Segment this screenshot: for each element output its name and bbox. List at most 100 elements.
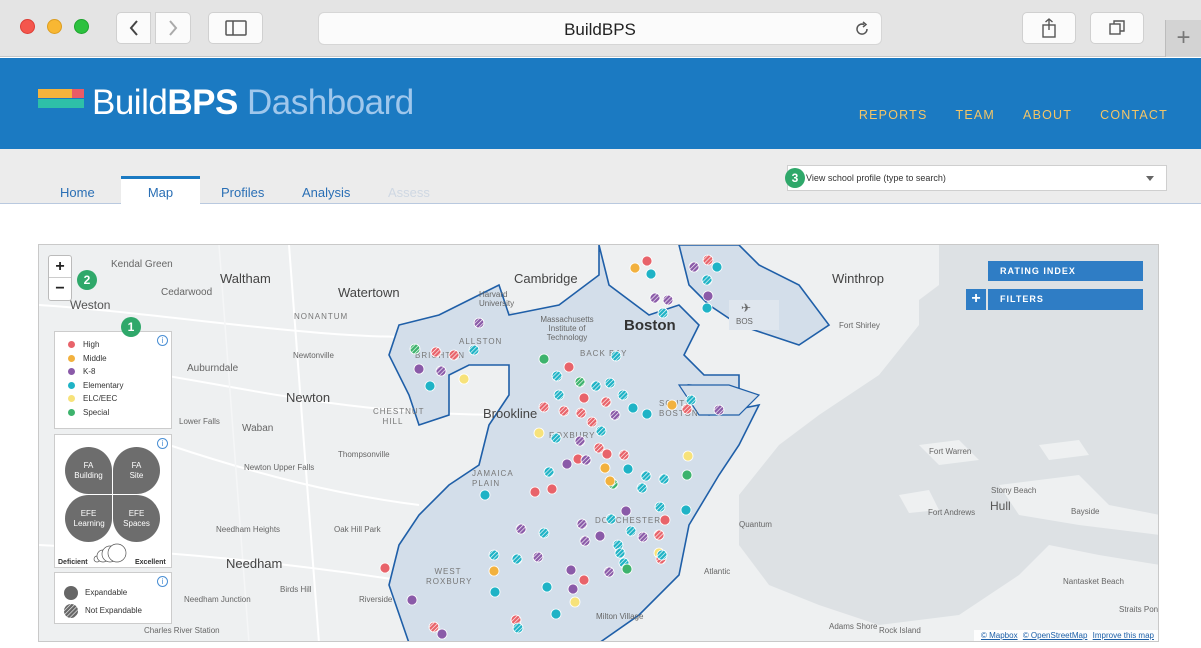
filters-label[interactable]: FILTERS [988, 289, 1143, 310]
site-logo[interactable]: BuildBPS Dashboard [92, 83, 414, 123]
reload-icon[interactable] [853, 20, 871, 38]
legend-expandability: i Expandable Not Expandable [54, 572, 172, 624]
legend-item-elementary[interactable]: Elementary [55, 379, 171, 393]
tab-map[interactable]: Map [121, 176, 200, 205]
address-bar[interactable]: BuildBPS [318, 12, 882, 45]
legend-rating-petals: i FA Building FA Site EFE Learning EFE S… [54, 434, 172, 568]
minimize-window-button[interactable] [47, 19, 62, 34]
tab-assess[interactable]: Assess [388, 185, 430, 200]
label-fort-warren: Fort Warren [929, 447, 972, 456]
label-bayside: Bayside [1071, 507, 1100, 516]
step-2-badge: 2 [77, 270, 97, 290]
label-atlantic: Atlantic [704, 567, 731, 576]
label-hull: Hull [990, 499, 1011, 513]
label-newtonville: Newtonville [293, 351, 334, 360]
legend-school-levels: i High Middle K-8 Elementary ELC/EEC Spe… [54, 331, 172, 429]
site-header: BuildBPS Dashboard REPORTS TEAM ABOUT CO… [0, 58, 1201, 149]
logo-word-bps: BPS [167, 83, 238, 122]
tabs-icon [1109, 20, 1125, 35]
scale-excellent-label: Excellent [135, 559, 166, 566]
chevron-down-icon [1146, 176, 1154, 181]
zoom-in-button[interactable]: + [49, 256, 71, 278]
mapbox-link[interactable]: © Mapbox [981, 631, 1018, 640]
airport-icon: ✈ [741, 301, 752, 315]
plus-icon[interactable]: + [966, 289, 986, 310]
label-straits: Straits Pond [1119, 605, 1159, 614]
label-quantum: Quantum [739, 520, 772, 529]
tab-home[interactable]: Home [60, 185, 95, 200]
label-needham-heights: Needham Heights [216, 525, 281, 534]
label-bos: BOS [736, 317, 753, 326]
label-boston: Boston [624, 317, 676, 334]
label-dorchester: DORCHESTER [595, 516, 662, 525]
info-icon[interactable]: i [157, 438, 168, 449]
legend-dot [68, 354, 75, 362]
label-nantasket-beach: Nantasket Beach [1063, 577, 1124, 586]
chevron-right-icon [169, 20, 178, 36]
nav-about[interactable]: ABOUT [1023, 108, 1073, 122]
not-expandable-swatch [64, 604, 78, 618]
petal-efe-learning: EFE Learning [65, 495, 112, 542]
forward-button[interactable] [155, 12, 191, 44]
petal-fa-site: FA Site [113, 447, 160, 494]
expandable-swatch [64, 586, 78, 600]
label-fort-andrews: Fort Andrews [928, 508, 976, 517]
logo-word-dashboard: Dashboard [247, 83, 414, 122]
legend-item-high[interactable]: High [55, 338, 171, 352]
new-tab-button[interactable]: + [1165, 20, 1201, 57]
maximize-window-button[interactable] [74, 19, 89, 34]
label-waban: Waban [242, 423, 274, 434]
tab-profiles[interactable]: Profiles [221, 185, 265, 200]
chevron-left-icon [129, 20, 138, 36]
info-icon[interactable]: i [157, 576, 168, 587]
label-cambridge: Cambridge [514, 271, 578, 286]
legend-item-elc-eec[interactable]: ELC/EEC [55, 392, 171, 406]
tab-map-label: Map [147, 185, 174, 200]
school-profile-select[interactable]: View school profile (type to search) [787, 165, 1167, 191]
label-birds-hill: Birds Hill [280, 585, 312, 594]
label-needham: Needham [226, 556, 283, 571]
zoom-out-button[interactable]: − [55, 280, 65, 297]
label-watertown: Watertown [338, 285, 400, 300]
label-stony-beach: Stony Beach [991, 486, 1037, 495]
scale-deficient-label: Deficient [58, 559, 88, 566]
rating-index-button[interactable]: RATING INDEX [988, 261, 1143, 281]
sidebar-toggle-button[interactable] [208, 12, 263, 44]
osm-link[interactable]: © OpenStreetMap [1022, 631, 1088, 640]
step-1-badge: 1 [121, 317, 141, 337]
label-lower-falls: Lower Falls [179, 417, 220, 426]
logo-mark [38, 89, 86, 117]
school-map[interactable]: Kendal Green Waltham Cambridge Winthrop … [38, 244, 1159, 642]
info-icon[interactable]: i [157, 335, 168, 346]
label-fort-shirley: Fort Shirley [839, 321, 880, 330]
back-button[interactable] [116, 12, 151, 44]
share-button[interactable] [1022, 12, 1076, 44]
legend-item-k8[interactable]: K-8 [55, 365, 171, 379]
improve-map-link[interactable]: Improve this map [1092, 631, 1154, 640]
legend-dot [68, 381, 75, 389]
tabs-overview-button[interactable] [1090, 12, 1144, 44]
legend-item-special[interactable]: Special [55, 406, 171, 420]
legend-item-middle[interactable]: Middle [55, 352, 171, 366]
nav-contact[interactable]: CONTACT [1100, 108, 1168, 122]
nav-team[interactable]: TEAM [955, 108, 996, 122]
label-rock-island: Rock Island [879, 626, 921, 635]
step-3-badge: 3 [785, 168, 805, 188]
tab-analysis[interactable]: Analysis [302, 185, 351, 200]
share-icon [1042, 18, 1056, 38]
nav-reports[interactable]: REPORTS [858, 108, 928, 122]
filters-control[interactable]: + FILTERS [966, 289, 1143, 310]
close-window-button[interactable] [20, 19, 35, 34]
legend-not-expandable-label: Not Expandable [85, 606, 142, 615]
scale-circles-icon [93, 543, 127, 563]
label-roxbury: ROXBURY [549, 431, 596, 440]
petal-fa-building: FA Building [65, 447, 112, 494]
label-auburndale: Auburndale [187, 363, 239, 374]
label-nonantum: NONANTUM [294, 312, 349, 321]
sidebar-icon [224, 20, 247, 36]
label-winthrop: Winthrop [832, 271, 885, 286]
label-cedarwood: Cedarwood [161, 287, 213, 298]
label-kendal-green: Kendal Green [111, 259, 173, 270]
legend-dot [68, 408, 75, 416]
school-select-placeholder: View school profile (type to search) [806, 173, 946, 183]
